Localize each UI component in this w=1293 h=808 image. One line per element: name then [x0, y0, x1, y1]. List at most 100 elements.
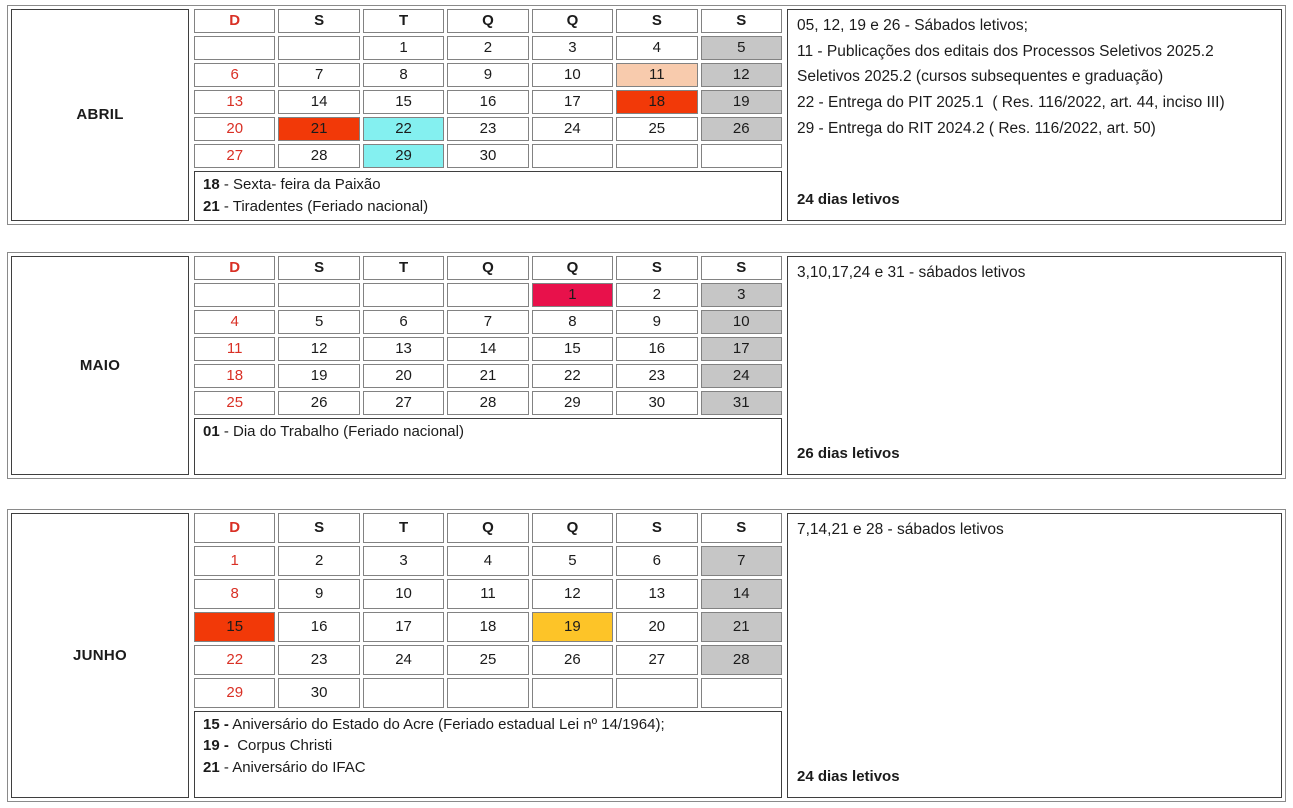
panel-line: 7,14,21 e 28 - sábados letivos: [797, 520, 1004, 538]
calendar-column: D S T Q Q S S 1 2 3 4 5 6 7 8 9 10 11 12 13 14 15 16 17 18 19 20 21…: [194, 255, 782, 475]
day-cell: 30: [447, 144, 529, 168]
day-cell: 17: [700, 336, 782, 361]
day-cell: 14: [700, 578, 782, 609]
weekday-header-cell: T: [362, 512, 445, 543]
day-cell: 12: [278, 336, 360, 361]
day-cell: 4: [616, 36, 698, 60]
empty-day-cell: [447, 282, 529, 307]
weekday-header-cell: Q: [447, 9, 529, 33]
month-name: MAIO: [11, 255, 189, 475]
day-cell: 26: [700, 117, 782, 141]
day-cell: 25: [447, 644, 529, 675]
day-cell: 9: [616, 309, 698, 334]
panel-line: 3,10,17,24 e 31 - sábados letivos: [797, 263, 1026, 281]
weekday-header-cell: S: [616, 9, 698, 33]
day-cell: 9: [278, 578, 360, 609]
day-cell: 6: [194, 63, 276, 87]
day-cell: 12: [531, 578, 614, 609]
weekday-header-cell: Q: [447, 255, 529, 280]
week-row: 6 7 8 9 10 11 12: [194, 63, 782, 87]
day-cell: 1: [362, 36, 445, 60]
day-cell: 25: [194, 390, 276, 415]
day-cell: 4: [447, 545, 529, 576]
day-cell: 31: [700, 390, 782, 415]
panel-lines: 05, 12, 19 e 26 - Sábados letivos; 11 - P…: [797, 13, 1271, 142]
note-line: 18 - Sexta- feira da Paixão: [203, 176, 381, 193]
week-row: 18 19 20 21 22 23 24: [194, 363, 782, 388]
empty-day-cell: [700, 144, 782, 168]
day-cell: 19: [700, 90, 782, 114]
day-cell: 22: [531, 363, 614, 388]
panel-lines: 7,14,21 e 28 - sábados letivos: [797, 517, 1271, 543]
day-cell: 28: [278, 144, 360, 168]
day-cell: 20: [362, 363, 445, 388]
weekday-header-cell: T: [362, 255, 445, 280]
day-cell: 11: [194, 336, 276, 361]
empty-day-cell: [278, 36, 360, 60]
week-row: 25 26 27 28 29 30 31: [194, 390, 782, 415]
day-cell: 23: [447, 117, 529, 141]
day-cell: 5: [700, 36, 782, 60]
day-cell: 2: [616, 282, 698, 307]
day-cell: 21: [278, 117, 360, 141]
day-cell: 17: [531, 90, 614, 114]
day-cell: 22: [362, 117, 445, 141]
panel-lines: 3,10,17,24 e 31 - sábados letivos: [797, 260, 1271, 286]
day-cell: 9: [447, 63, 529, 87]
month-block-abril: ABRIL D S T Q Q S S 1 2 3 4 5 6 7 8 9 10 11 12 13 14 15 16 17 18…: [7, 5, 1286, 225]
day-cell: 1: [194, 545, 276, 576]
month-block-junho: JUNHO D S T Q Q S S 1 2 3 4 5 6 7 8 9 10 11 12 13 14 15 16 17 18…: [7, 508, 1286, 802]
panel-line: 05, 12, 19 e 26 - Sábados letivos;: [797, 17, 1028, 34]
day-cell: 7: [700, 545, 782, 576]
day-cell: 26: [531, 644, 614, 675]
day-cell: 4: [194, 309, 276, 334]
month-side-panel: 3,10,17,24 e 31 - sábados letivos 26 dia…: [787, 255, 1282, 475]
week-row: 11 12 13 14 15 16 17: [194, 336, 782, 361]
weekday-header-cell: S: [278, 255, 360, 280]
weekday-header-cell: S: [278, 512, 360, 543]
calendar-grid: D S T Q Q S S 1 2 3 4 5 6 7 8 9 10 11 12 13 14 15 16 17 18 19 20 21…: [194, 255, 782, 418]
week-row: 29 30: [194, 677, 782, 708]
weekday-header-cell: D: [194, 9, 276, 33]
day-cell: 13: [362, 336, 445, 361]
month-side-panel: 7,14,21 e 28 - sábados letivos 24 dias l…: [787, 512, 1282, 798]
day-cell: 28: [447, 390, 529, 415]
day-cell: 20: [616, 611, 698, 642]
panel-line: Seletivos 2025.2 (cursos subsequentes e …: [797, 68, 1164, 86]
day-cell: 3: [700, 282, 782, 307]
day-cell: 2: [278, 545, 360, 576]
empty-day-cell: [194, 36, 276, 60]
day-cell: 16: [616, 336, 698, 361]
empty-day-cell: [447, 677, 529, 708]
day-cell: 21: [447, 363, 529, 388]
day-cell: 1: [531, 282, 614, 307]
weekday-header-cell: Q: [531, 9, 614, 33]
day-cell: 17: [362, 611, 445, 642]
day-cell: 18: [616, 90, 698, 114]
day-cell: 28: [700, 644, 782, 675]
weekday-header-cell: S: [700, 255, 782, 280]
note-line: 21 - Aniversário do IFAC: [203, 759, 366, 776]
empty-day-cell: [616, 677, 698, 708]
day-cell: 29: [362, 144, 445, 168]
day-cell: 24: [531, 117, 614, 141]
day-cell: 15: [531, 336, 614, 361]
month-side-panel: 05, 12, 19 e 26 - Sábados letivos; 11 - P…: [787, 9, 1282, 221]
weekday-header-cell: S: [616, 255, 698, 280]
note-line: 19 - Corpus Christi: [203, 737, 333, 755]
day-cell: 10: [531, 63, 614, 87]
day-cell: 27: [194, 144, 276, 168]
calendar-column: D S T Q Q S S 1 2 3 4 5 6 7 8 9 10 11 12 13 14 15 16 17 18 19 20 21…: [194, 512, 782, 798]
week-row: 20 21 22 23 24 25 26: [194, 117, 782, 141]
empty-day-cell: [194, 282, 276, 307]
dias-letivos-total: 24 dias letivos: [797, 767, 900, 785]
day-cell: 24: [700, 363, 782, 388]
month-notes-box: 01 - Dia do Trabalho (Feriado nacional): [194, 417, 782, 475]
day-cell: 20: [194, 117, 276, 141]
day-cell: 27: [616, 644, 698, 675]
day-cell: 13: [194, 90, 276, 114]
weekday-header-cell: S: [700, 9, 782, 33]
empty-day-cell: [700, 677, 782, 708]
